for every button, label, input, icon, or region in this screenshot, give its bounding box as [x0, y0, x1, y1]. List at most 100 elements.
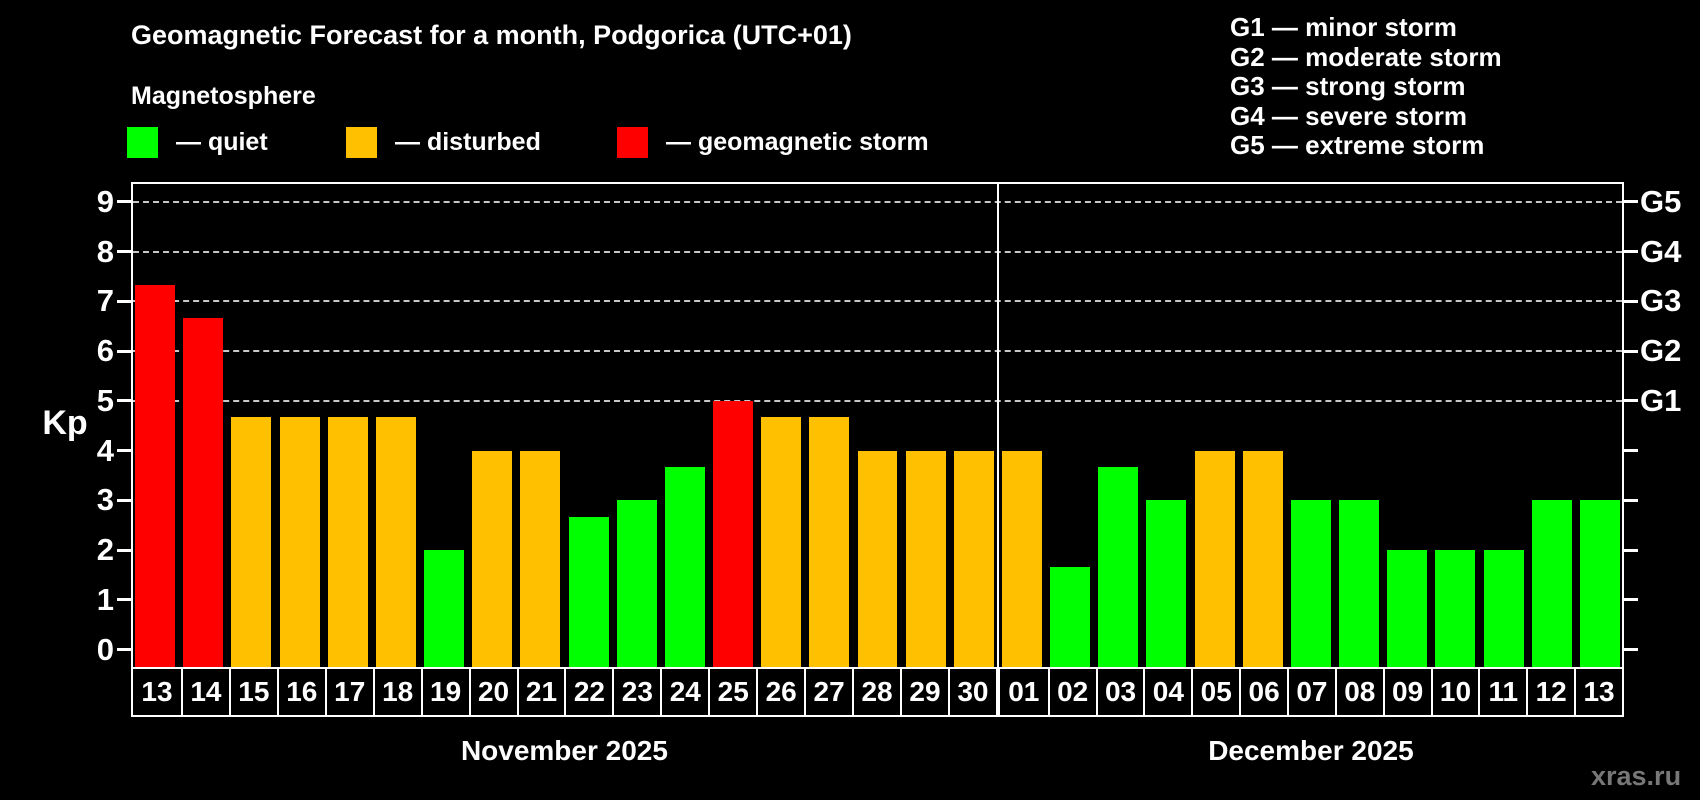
- day-label-29: 29: [900, 669, 948, 715]
- y-tick-label-3: 3: [96, 482, 114, 518]
- y-tick-label-6: 6: [96, 333, 114, 369]
- bar-november-22: [568, 516, 609, 667]
- watermark: xras.ru: [1591, 761, 1682, 791]
- day-label-05: 05: [1191, 669, 1239, 715]
- legend-label-quiet: — quiet: [176, 128, 268, 156]
- quiet-color-swatch: [127, 127, 158, 158]
- y-tick-right-9: [1624, 200, 1638, 204]
- day-label-07: 07: [1287, 669, 1335, 715]
- y-tick-left-7: [117, 299, 131, 303]
- y-tick-right-1: [1624, 598, 1638, 602]
- bar-december-02: [1050, 566, 1091, 667]
- g2-legend-line: G2 — moderate storm: [1230, 41, 1502, 72]
- day-label-10: 10: [1430, 669, 1479, 715]
- day-label-25: 25: [708, 669, 756, 715]
- g4-legend-line: G4 — severe storm: [1230, 100, 1468, 131]
- magnetosphere-label: Magnetosphere: [131, 82, 316, 110]
- bar-november-15: [231, 417, 272, 667]
- day-label-06: 06: [1239, 669, 1287, 715]
- day-label-04: 04: [1143, 669, 1191, 715]
- bar-november-20: [472, 450, 513, 667]
- legend-label-disturbed: — disturbed: [395, 128, 541, 156]
- legend-item-quiet: — quiet: [127, 127, 268, 158]
- right-axis-label-g2: G2: [1640, 333, 1682, 369]
- month-label-december: December 2025: [1208, 735, 1414, 766]
- g5-legend-line: G5 — extreme storm: [1230, 130, 1485, 160]
- day-label-11: 11: [1478, 669, 1526, 715]
- y-tick-right-2: [1624, 548, 1638, 552]
- storm-color-swatch: [617, 127, 648, 158]
- bar-december-10: [1435, 550, 1476, 667]
- bar-november-21: [520, 450, 561, 667]
- gridline-g2: [133, 350, 1622, 353]
- day-label-02: 02: [1047, 669, 1096, 715]
- y-tick-left-9: [117, 200, 131, 204]
- g3-legend-line: G3 — strong storm: [1230, 71, 1466, 101]
- bar-november-27: [809, 417, 850, 667]
- y-tick-left-3: [117, 498, 131, 502]
- legend-item-disturbed: — disturbed: [346, 127, 541, 158]
- day-label-23: 23: [612, 669, 660, 715]
- bar-december-11: [1483, 550, 1524, 667]
- legend-item-storm: — geomagnetic storm: [617, 127, 929, 158]
- day-label-row-december: 01 02 03 04 05 06 07 08 09 10 11 12 13: [997, 667, 1624, 717]
- g1-legend-line: G1 — minor storm: [1230, 12, 1457, 42]
- gridline-g1: [133, 399, 1622, 402]
- gridline-g4: [133, 250, 1622, 253]
- day-label-01: 01: [1008, 676, 1040, 707]
- bar-december-08: [1339, 500, 1380, 667]
- day-label-03: 03: [1095, 669, 1144, 715]
- y-tick-left-8: [117, 250, 131, 254]
- day-label-13: 13: [1574, 669, 1622, 715]
- bar-november-16: [279, 417, 320, 667]
- y-tick-label-0: 0: [96, 631, 114, 667]
- bar-november-26: [761, 417, 802, 667]
- day-label-13: 13: [141, 676, 173, 707]
- y-tick-left-2: [117, 548, 131, 552]
- chart-title: Geomagnetic Forecast for a month, Podgor…: [131, 20, 852, 50]
- y-tick-label-1: 1: [96, 581, 114, 617]
- bar-december-09: [1387, 550, 1428, 667]
- bar-november-18: [375, 417, 416, 667]
- right-axis-label-g4: G4: [1640, 233, 1682, 269]
- y-axis-label-kp: Kp: [42, 404, 88, 442]
- bar-december-13: [1579, 500, 1620, 667]
- y-tick-left-6: [117, 349, 131, 353]
- day-label-20: 20: [468, 669, 517, 715]
- bar-november-28: [857, 450, 898, 667]
- y-tick-label-4: 4: [96, 432, 114, 468]
- bar-november-29: [905, 450, 946, 667]
- day-label-14: 14: [180, 669, 229, 715]
- y-tick-left-0: [117, 648, 131, 652]
- y-tick-right-5: [1624, 399, 1638, 403]
- y-tick-right-6: [1624, 349, 1638, 353]
- y-tick-label-2: 2: [96, 532, 114, 568]
- legend-label-storm: — geomagnetic storm: [666, 128, 929, 156]
- bar-december-01: [1001, 450, 1042, 667]
- day-label-26: 26: [756, 669, 804, 715]
- bar-november-30: [953, 450, 994, 667]
- day-label-09: 09: [1382, 669, 1431, 715]
- day-label-30: 30: [947, 669, 996, 715]
- bar-november-14: [183, 317, 224, 667]
- bar-november-24: [664, 467, 705, 667]
- right-axis-label-g1: G1: [1640, 382, 1682, 418]
- y-tick-right-7: [1624, 299, 1638, 303]
- bar-november-19: [424, 550, 465, 667]
- y-tick-label-7: 7: [96, 283, 114, 319]
- bar-december-07: [1290, 500, 1331, 667]
- bar-december-05: [1194, 450, 1235, 667]
- bar-november-25: [713, 400, 753, 667]
- day-label-08: 08: [1334, 669, 1383, 715]
- y-tick-label-5: 5: [96, 382, 114, 418]
- y-tick-label-9: 9: [96, 183, 114, 219]
- day-label-18: 18: [372, 669, 421, 715]
- right-axis-label-g3: G3: [1640, 283, 1682, 319]
- day-label-15: 15: [228, 669, 277, 715]
- bar-december-12: [1531, 500, 1572, 667]
- month-label-november: November 2025: [460, 735, 668, 766]
- y-tick-right-3: [1624, 498, 1638, 502]
- bar-december-03: [1098, 467, 1139, 667]
